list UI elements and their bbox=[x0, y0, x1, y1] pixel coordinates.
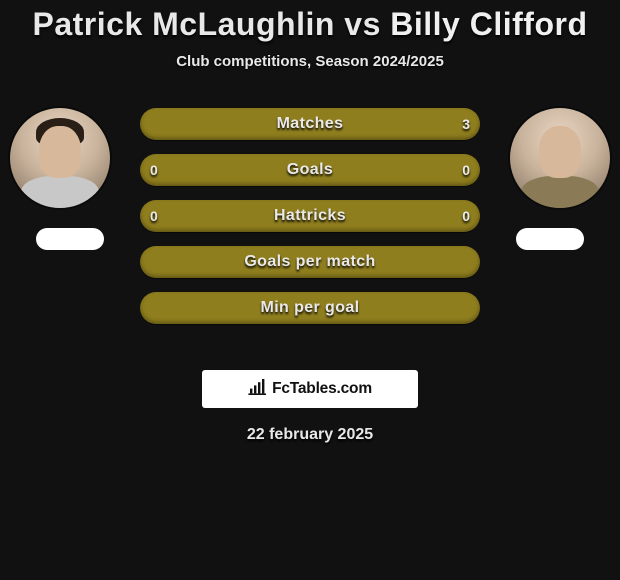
stat-bar-matches: Matches 3 bbox=[140, 108, 480, 140]
player2-flag bbox=[516, 228, 584, 250]
stat-label: Min per goal bbox=[260, 299, 359, 317]
stat-label: Goals bbox=[287, 161, 333, 179]
brand-badge[interactable]: FcTables.com bbox=[202, 370, 418, 408]
stat-bar-hattricks: 0 Hattricks 0 bbox=[140, 200, 480, 232]
stat-label: Goals per match bbox=[244, 253, 375, 271]
stat-label: Matches bbox=[277, 115, 344, 133]
stat-bar-goals-per-match: Goals per match bbox=[140, 246, 480, 278]
stat-right-value: 3 bbox=[462, 116, 470, 132]
player1-flag bbox=[36, 228, 104, 250]
player2-avatar bbox=[510, 108, 610, 208]
date-label: 22 february 2025 bbox=[0, 426, 620, 444]
comparison-card: Patrick McLaughlin vs Billy Clifford Clu… bbox=[0, 0, 620, 580]
stat-bar-min-per-goal: Min per goal bbox=[140, 292, 480, 324]
bar-chart-icon bbox=[248, 379, 268, 400]
content: Matches 3 0 Goals 0 0 Hattricks 0 Goals … bbox=[0, 108, 620, 348]
player2-name: Billy Clifford bbox=[390, 6, 587, 42]
page-title: Patrick McLaughlin vs Billy Clifford bbox=[0, 6, 620, 43]
brand-text: FcTables.com bbox=[272, 380, 372, 398]
stat-right-value: 0 bbox=[462, 162, 470, 178]
stat-left-value: 0 bbox=[150, 208, 158, 224]
player1-name: Patrick McLaughlin bbox=[33, 6, 335, 42]
stat-left-value: 0 bbox=[150, 162, 158, 178]
stat-bar-goals: 0 Goals 0 bbox=[140, 154, 480, 186]
stat-label: Hattricks bbox=[274, 207, 346, 225]
stat-right-value: 0 bbox=[462, 208, 470, 224]
stat-bars: Matches 3 0 Goals 0 0 Hattricks 0 Goals … bbox=[140, 108, 480, 324]
player1-avatar bbox=[10, 108, 110, 208]
subtitle: Club competitions, Season 2024/2025 bbox=[0, 53, 620, 70]
vs-label: vs bbox=[344, 6, 381, 42]
